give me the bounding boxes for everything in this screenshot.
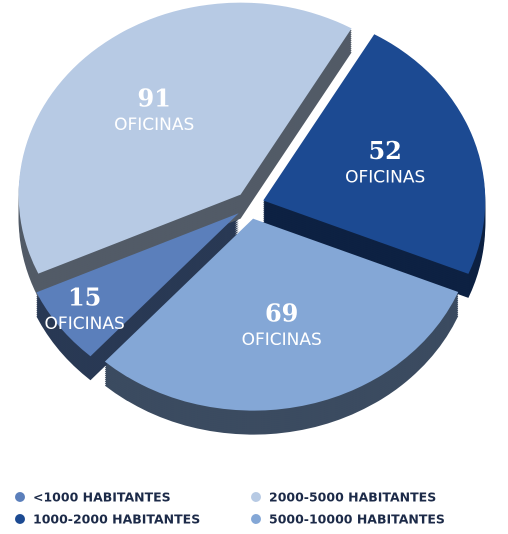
legend-marker xyxy=(251,492,261,502)
slice-value: 52 xyxy=(368,136,401,165)
slice xyxy=(104,218,459,411)
legend-label: <1000 HABITANTES xyxy=(33,490,171,505)
legend-label: 1000-2000 HABITANTES xyxy=(33,512,200,527)
slice-value: 91 xyxy=(137,84,170,113)
slice-value: 15 xyxy=(68,282,101,311)
legend-label: 5000-10000 HABITANTES xyxy=(269,512,445,527)
legend-marker xyxy=(251,514,261,524)
slice xyxy=(36,213,239,357)
slice xyxy=(18,2,352,274)
slice-value: 69 xyxy=(265,299,298,328)
slice-label: OFICINAS xyxy=(242,330,322,350)
slice-label: OFICINAS xyxy=(45,314,125,334)
legend-marker xyxy=(15,514,25,524)
legend-marker xyxy=(15,492,25,502)
slice-label: OFICINAS xyxy=(345,168,425,188)
legend-label: 2000-5000 HABITANTES xyxy=(269,490,436,505)
slice xyxy=(263,34,486,274)
slice-label: OFICINAS xyxy=(114,115,194,135)
